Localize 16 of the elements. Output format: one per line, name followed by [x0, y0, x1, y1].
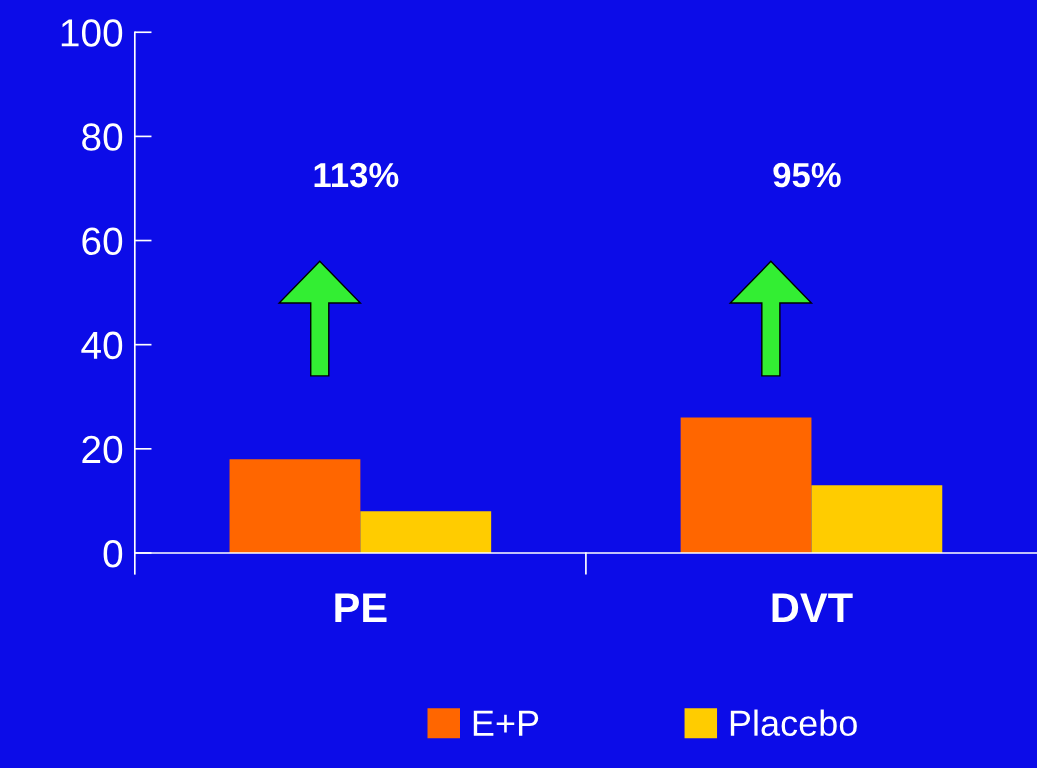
legend-label: Placebo [730, 709, 857, 737]
y-tick-label: 40 [81, 331, 123, 360]
x-tick-label: DVT [772, 593, 853, 623]
bar [360, 511, 492, 553]
annotation: 95% [773, 162, 841, 188]
y-tick-label: 20 [82, 435, 123, 464]
y-tick-label: 80 [82, 123, 123, 151]
bar [229, 459, 361, 553]
bar [680, 417, 812, 553]
x-tick-label: PE [335, 593, 387, 623]
y-tick-label: 0 [103, 539, 123, 568]
y-tick-label: 100 [61, 19, 123, 47]
y-tick-label: 60 [82, 227, 123, 256]
annotation: 113% [314, 162, 399, 188]
bar [811, 485, 943, 553]
legend-label: E+P [473, 710, 539, 736]
